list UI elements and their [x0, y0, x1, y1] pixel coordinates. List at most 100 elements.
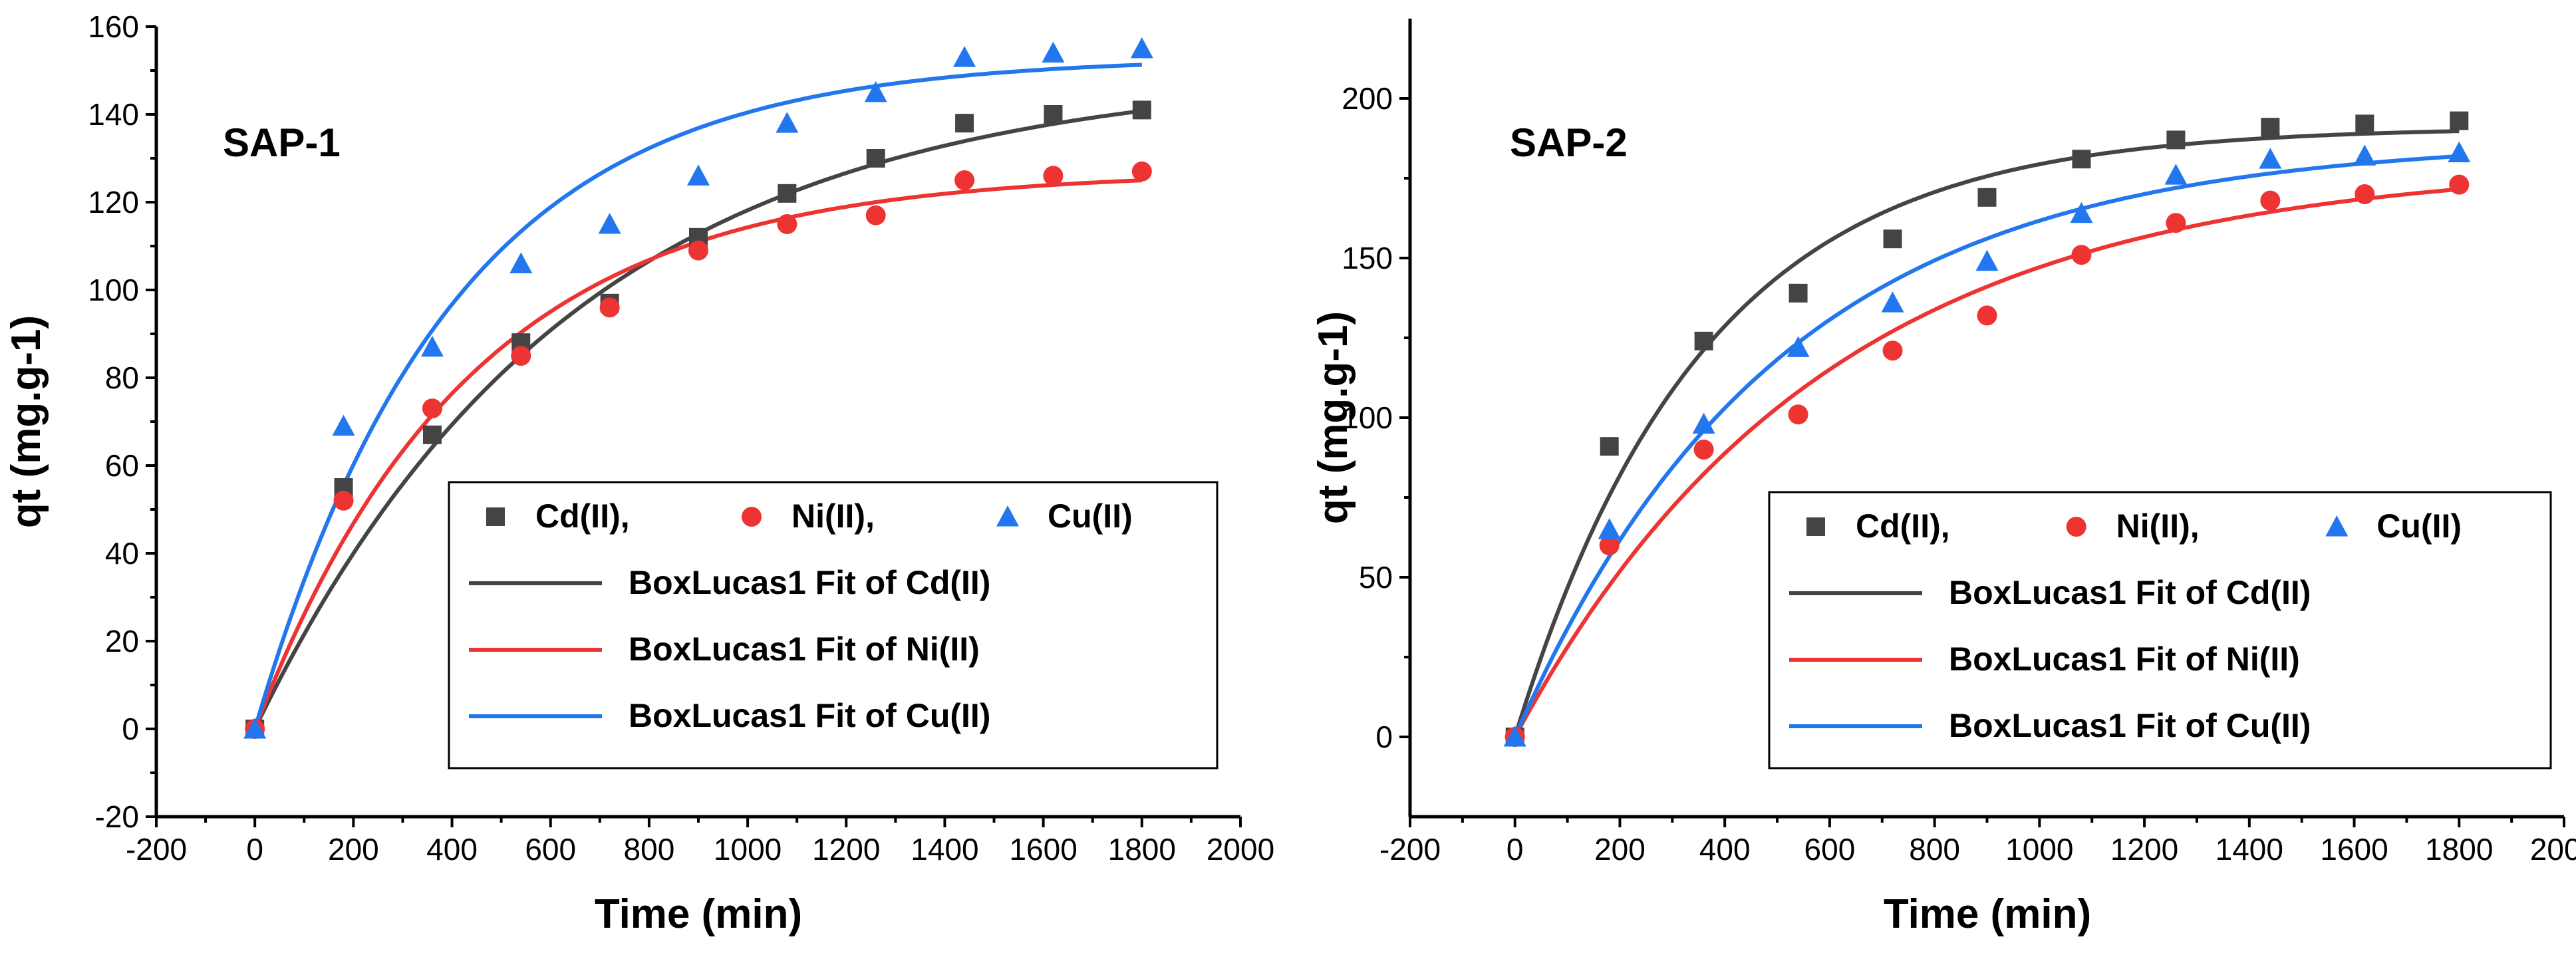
x-tick-label: -200	[1379, 832, 1441, 867]
x-tick-label: 800	[1909, 832, 1960, 867]
legend-marker-cuii	[2325, 515, 2349, 537]
data-point-niii	[2449, 174, 2470, 195]
x-tick-label: 1000	[714, 832, 782, 867]
y-tick-label: 120	[88, 185, 139, 219]
data-point-cdii	[778, 184, 797, 203]
y-tick-label: 100	[1342, 400, 1393, 435]
data-point-cuii	[1503, 726, 1526, 747]
data-point-niii	[1788, 404, 1808, 425]
legend-box	[1768, 491, 2552, 769]
data-point-cdii	[2072, 150, 2091, 169]
data-point-cdii	[1600, 437, 1619, 456]
data-point-cdii	[866, 149, 885, 168]
legend-label: Cu(II)	[2376, 507, 2462, 545]
x-tick-label: 200	[328, 832, 379, 867]
panel-label: SAP-1	[223, 120, 341, 165]
y-tick-label: 0	[122, 712, 139, 746]
x-tick-label: 1800	[2425, 832, 2493, 867]
data-point-niii	[2260, 190, 2281, 211]
data-point-cdii	[1789, 283, 1808, 303]
x-tick-label: 1200	[2110, 832, 2178, 867]
y-tick-label: 200	[1342, 81, 1393, 116]
data-point-niii	[1693, 440, 1714, 460]
x-tick-label: 600	[525, 832, 576, 867]
data-point-cdii	[1044, 105, 1063, 124]
data-point-niii	[865, 205, 886, 225]
legend-marker-niii	[742, 507, 762, 527]
y-tick-label: 40	[105, 536, 139, 571]
legend-label: Ni(II),	[2116, 507, 2200, 545]
legend-label: BoxLucas1 Fit of Ni(II)	[1949, 640, 2300, 678]
legend-box	[448, 481, 1218, 769]
x-tick-label: 400	[426, 832, 478, 867]
x-tick-label: 1400	[911, 832, 978, 867]
legend-label: BoxLucas1 Fit of Cu(II)	[1949, 707, 2311, 744]
y-tick-label: 0	[1375, 720, 1393, 754]
data-point-cuii	[2070, 202, 2093, 223]
y-tick-label: 50	[1359, 560, 1393, 595]
y-tick-label: 80	[105, 360, 139, 395]
x-tick-label: 1000	[2005, 832, 2073, 867]
data-point-niii	[2355, 184, 2375, 204]
fit-line-niii	[1513, 187, 2460, 738]
data-point-cuii	[1598, 518, 1621, 539]
data-point-cuii	[243, 718, 267, 739]
data-point-niii	[1043, 166, 1064, 186]
legend-marker-cdii	[1806, 517, 1825, 536]
legend-label: BoxLucas1 Fit of Cd(II)	[629, 564, 990, 601]
data-point-cdii	[1977, 188, 1997, 207]
data-point-cdii	[2261, 118, 2280, 137]
x-tick-label: 800	[624, 832, 675, 867]
data-point-niii	[1977, 305, 1997, 326]
data-point-niii	[1131, 161, 1152, 182]
legend-label: Cu(II)	[1048, 497, 1133, 535]
data-point-niii	[688, 240, 708, 261]
y-tick-label: -20	[95, 799, 139, 834]
data-point-cuii	[420, 335, 444, 357]
data-point-cuii	[332, 414, 355, 436]
x-tick-label: 600	[1804, 832, 1856, 867]
data-point-cuii	[953, 46, 976, 67]
y-tick-label: 60	[105, 448, 139, 483]
data-point-cdii	[1883, 229, 1902, 249]
x-tick-label: 1200	[812, 832, 880, 867]
data-point-cdii	[2355, 114, 2374, 134]
x-tick-label: 1600	[2320, 832, 2388, 867]
data-point-cdii	[1132, 100, 1151, 120]
y-axis-title: qt (mg.g-1)	[1310, 311, 1356, 524]
x-axis-title: Time (min)	[1884, 891, 2091, 937]
data-point-cuii	[2164, 164, 2188, 185]
data-point-cuii	[1975, 249, 1999, 271]
data-point-niii	[954, 170, 975, 190]
data-point-cdii	[1694, 331, 1713, 350]
data-point-cuii	[2448, 141, 2471, 163]
x-tick-label: 2000	[2530, 832, 2576, 867]
x-tick-label: -200	[126, 832, 187, 867]
data-point-cdii	[2166, 130, 2186, 150]
data-point-cuii	[1042, 41, 1065, 63]
data-point-cuii	[1692, 412, 1715, 434]
x-tick-label: 200	[1594, 832, 1646, 867]
legend-label: BoxLucas1 Fit of Cu(II)	[629, 697, 990, 734]
legend-marker-cdii	[486, 507, 505, 526]
x-tick-label: 1400	[2216, 832, 2283, 867]
data-point-niii	[2166, 213, 2186, 233]
data-point-niii	[1882, 341, 1903, 361]
data-point-cdii	[422, 425, 442, 444]
chart-panel-1: -200 0 200 400 600 800 1000 1200 1400 1600 1800 200…	[3, 9, 1274, 937]
data-point-niii	[1599, 535, 1620, 555]
data-point-niii	[333, 490, 354, 511]
y-tick-label: 160	[88, 9, 139, 44]
data-point-niii	[511, 346, 531, 366]
data-point-niii	[2071, 245, 2092, 265]
data-point-cuii	[864, 81, 887, 102]
x-tick-label: 2000	[1207, 832, 1274, 867]
legend: Cd(II), Ni(II), Cu(II) BoxLucas1 Fit of Cd(…	[1768, 491, 2552, 769]
data-point-niii	[422, 398, 442, 419]
panel-label: SAP-2	[1510, 120, 1628, 165]
legend: Cd(II), Ni(II), Cu(II) BoxLucas1 Fit of Cd(…	[448, 481, 1218, 769]
data-point-cuii	[2353, 144, 2376, 166]
data-point-cuii	[687, 164, 710, 186]
chart-panel-2: -200 0 200 400 600 800 1000 1200 1400 1600 1800 200…	[1310, 19, 2576, 937]
